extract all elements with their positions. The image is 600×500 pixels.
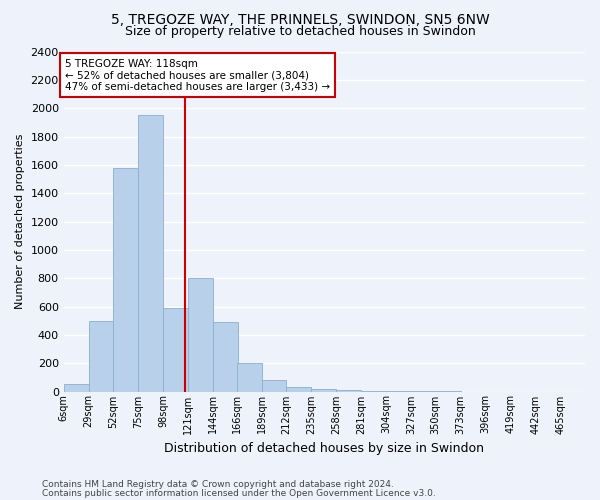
Bar bbox=[89, 320, 113, 392]
Text: Contains HM Land Registry data © Crown copyright and database right 2024.: Contains HM Land Registry data © Crown c… bbox=[42, 480, 394, 489]
Text: Size of property relative to detached houses in Swindon: Size of property relative to detached ho… bbox=[125, 25, 475, 38]
Bar bbox=[262, 380, 286, 392]
Bar bbox=[138, 116, 163, 392]
Bar bbox=[311, 390, 336, 392]
Bar bbox=[336, 390, 361, 392]
Text: 5, TREGOZE WAY, THE PRINNELS, SWINDON, SN5 6NW: 5, TREGOZE WAY, THE PRINNELS, SWINDON, S… bbox=[110, 12, 490, 26]
Bar bbox=[113, 168, 138, 392]
Bar bbox=[64, 384, 89, 392]
Text: Contains public sector information licensed under the Open Government Licence v3: Contains public sector information licen… bbox=[42, 489, 436, 498]
Bar bbox=[286, 388, 311, 392]
Text: 5 TREGOZE WAY: 118sqm
← 52% of detached houses are smaller (3,804)
47% of semi-d: 5 TREGOZE WAY: 118sqm ← 52% of detached … bbox=[65, 58, 330, 92]
Bar bbox=[386, 391, 411, 392]
X-axis label: Distribution of detached houses by size in Swindon: Distribution of detached houses by size … bbox=[164, 442, 484, 455]
Bar bbox=[213, 322, 238, 392]
Bar bbox=[163, 308, 188, 392]
Bar bbox=[361, 391, 386, 392]
Y-axis label: Number of detached properties: Number of detached properties bbox=[15, 134, 25, 309]
Bar bbox=[237, 363, 262, 392]
Bar bbox=[188, 278, 213, 392]
